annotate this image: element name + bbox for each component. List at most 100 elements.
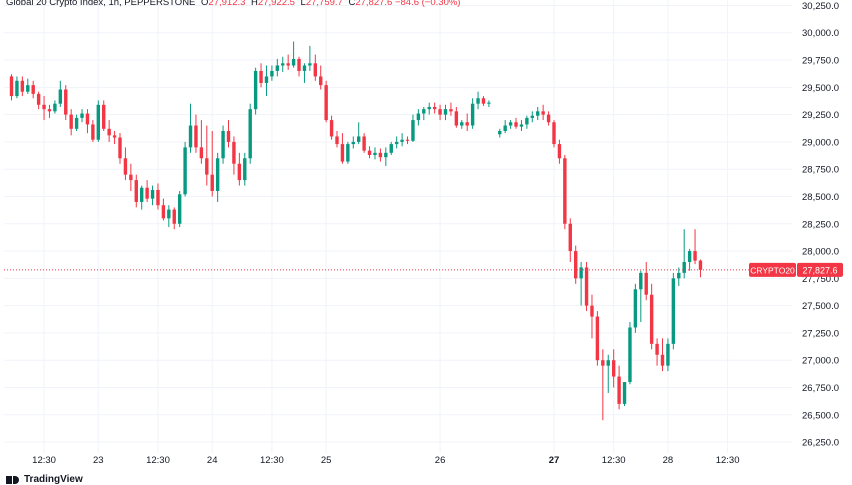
candle-up (476, 91, 480, 110)
candle-body (15, 80, 19, 97)
candle-up (394, 136, 399, 149)
candle-up (264, 65, 269, 97)
grid-lines (4, 0, 792, 453)
candle-body (514, 122, 518, 127)
candle-up (628, 322, 632, 385)
x-tick-label: 12:30 (32, 455, 56, 466)
candle-up (443, 104, 448, 121)
candle-body (367, 150, 372, 156)
candle-down (42, 96, 46, 121)
candle-up (498, 128, 502, 138)
candle-body (319, 76, 323, 86)
candle-body (123, 158, 128, 175)
candle-down (194, 114, 198, 153)
candle-body (161, 205, 166, 219)
y-tick-label: 27,250.0 (802, 328, 839, 339)
brand-name: TradingView (24, 474, 83, 485)
candle-body (595, 316, 600, 361)
x-tick-label: 28 (663, 455, 674, 466)
candle-down (454, 106, 459, 128)
x-tick-label: 12:30 (602, 455, 626, 466)
candle-up (74, 114, 79, 131)
candle-up (15, 76, 19, 99)
candle-body (552, 122, 556, 145)
candle-body (150, 189, 155, 199)
candle-body (172, 209, 176, 224)
candle-body (237, 163, 242, 181)
candle-down (546, 111, 551, 126)
candle-down (335, 130, 339, 148)
y-tick-label: 26,250.0 (802, 438, 839, 449)
y-tick-label: 26,500.0 (802, 410, 839, 421)
candle-body (541, 111, 545, 115)
candle-body (270, 70, 274, 77)
candle-down (286, 54, 290, 70)
candle-up (188, 103, 193, 153)
open-value: 27,912.3 (208, 0, 246, 8)
candle-body (660, 354, 665, 366)
candle-body (308, 63, 312, 66)
candle-up (308, 45, 312, 71)
candle-body (346, 144, 350, 162)
candle-body (394, 141, 399, 145)
candle-body (519, 124, 524, 127)
candle-up (248, 103, 252, 164)
candle-body (215, 158, 220, 192)
candle-body (199, 147, 204, 159)
candle-down (568, 218, 572, 262)
candle-body (378, 152, 383, 158)
candle-down (584, 261, 589, 312)
candle-body (671, 278, 676, 344)
y-tick-label: 28,500.0 (802, 192, 839, 203)
candle-body (460, 122, 464, 126)
candle-down (574, 245, 578, 284)
candle-down (362, 133, 366, 153)
candle-down (210, 130, 214, 197)
candle-down (232, 136, 236, 175)
candle-down (590, 294, 594, 339)
chart-legend: Global 20 Crypto Index, 1h, PEPPERSTONE … (6, 0, 460, 8)
candle-down (644, 261, 648, 301)
candle-down (112, 130, 117, 145)
candle-body (536, 111, 540, 116)
brand-footer[interactable]: TradingView (6, 474, 83, 485)
candle-up (26, 78, 30, 94)
candle-body (248, 109, 252, 159)
candle-down (514, 117, 518, 129)
candle-body (281, 63, 285, 66)
candle-down (118, 133, 122, 164)
x-tick-label: 12:30 (260, 455, 284, 466)
candle-body (454, 111, 459, 126)
candle-body (9, 76, 14, 97)
x-tick-label: 26 (435, 455, 446, 466)
candle-up (150, 185, 155, 206)
candle-body (617, 376, 621, 404)
candle-body (47, 109, 52, 112)
candle-body (416, 113, 421, 121)
y-tick-label: 28,750.0 (802, 165, 839, 176)
candle-up (508, 120, 513, 129)
candle-up (400, 133, 404, 147)
candle-up (275, 58, 280, 77)
y-tick-label: 29,250.0 (802, 110, 839, 121)
candle-body (422, 109, 426, 114)
y-tick-label: 28,250.0 (802, 219, 839, 230)
candle-down (91, 120, 95, 142)
candle-body (340, 144, 345, 162)
candle-body (324, 85, 328, 121)
candle-down (481, 96, 486, 106)
candle-down (226, 120, 231, 148)
candle-down (660, 338, 665, 372)
candle-up (530, 111, 534, 123)
candle-up (427, 102, 431, 115)
candle-body (438, 109, 442, 115)
candle-down (552, 120, 556, 148)
candle-up (389, 141, 393, 156)
candle-body (102, 104, 106, 129)
candle-body (232, 141, 236, 164)
change-value: −84.6 (−0.30%) (394, 0, 461, 8)
candle-up (215, 152, 220, 202)
candle-series (9, 41, 703, 421)
y-tick-label: 27,750.0 (802, 274, 839, 285)
candle-body (156, 189, 160, 206)
